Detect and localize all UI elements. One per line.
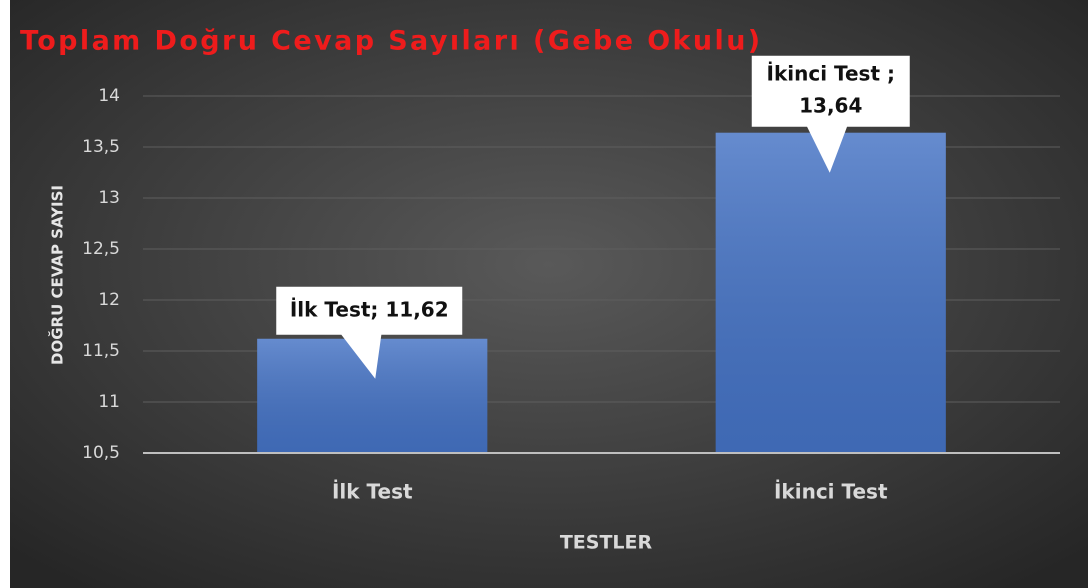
- y-tick-label: 12: [98, 290, 120, 310]
- y-tick-label: 10,5: [82, 443, 120, 463]
- y-tick-label: 11: [98, 392, 120, 412]
- y-tick-label: 13,5: [82, 137, 120, 157]
- data-label-callout: [751, 55, 910, 173]
- x-axis-label: TESTLER: [560, 532, 653, 554]
- data-label: İlk Test; 11,62: [290, 297, 449, 321]
- x-tick-label: İlk Test: [332, 480, 413, 504]
- y-tick-label: 12,5: [82, 239, 120, 259]
- y-tick-label: 11,5: [82, 341, 120, 361]
- chart-title: Toplam Doğru Cevap Sayıları (Gebe Okulu): [20, 26, 763, 57]
- x-tick-label: İkinci Test: [774, 480, 888, 504]
- data-label: İkinci Test ; 13,64: [767, 61, 896, 117]
- y-axis-label: DOĞRU CEVAP SAYISI: [48, 185, 67, 365]
- bar-shading: [715, 132, 946, 453]
- y-tick-label: 14: [98, 86, 120, 106]
- y-tick-label: 13: [98, 188, 120, 208]
- data-label-callout: [276, 286, 463, 379]
